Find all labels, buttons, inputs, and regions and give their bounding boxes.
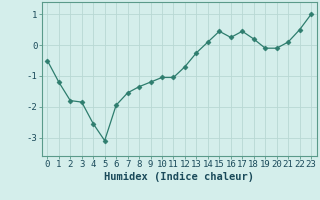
X-axis label: Humidex (Indice chaleur): Humidex (Indice chaleur) [104, 172, 254, 182]
